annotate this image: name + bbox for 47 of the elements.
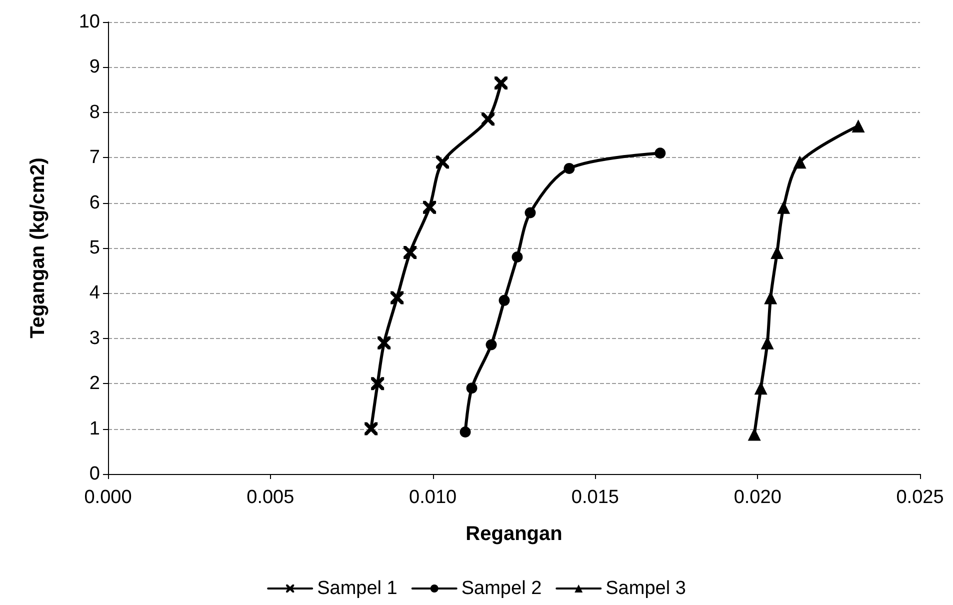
y-tick-label: 2 xyxy=(89,373,100,394)
point xyxy=(524,207,536,218)
legend-label: Sampel 2 xyxy=(461,578,542,599)
point xyxy=(654,148,666,159)
y-tick-label: 10 xyxy=(78,12,100,32)
point xyxy=(460,426,471,438)
point xyxy=(852,119,865,132)
point xyxy=(378,336,391,350)
x-tick-label: 0.015 xyxy=(571,487,619,508)
point xyxy=(748,428,761,441)
point xyxy=(482,112,495,126)
point xyxy=(512,252,523,263)
x-axis-title: Regangan xyxy=(466,523,562,545)
y-axis-title: Tegangan (kg/cm2) xyxy=(27,158,49,338)
y-tick-label: 5 xyxy=(89,238,100,258)
point xyxy=(770,246,784,260)
point xyxy=(564,162,575,174)
point xyxy=(764,291,778,304)
y-tick-label: 6 xyxy=(89,192,100,214)
x-tick-label: 0.000 xyxy=(84,487,132,508)
point xyxy=(760,336,774,350)
x-tick-label: 0.010 xyxy=(409,487,457,508)
legend-label: Sampel 1 xyxy=(317,578,398,599)
point xyxy=(436,156,450,169)
point xyxy=(423,200,436,214)
legend-label: Sampel 3 xyxy=(606,578,686,599)
y-tick-label: 3 xyxy=(89,328,100,349)
y-tick-label: 4 xyxy=(89,282,100,304)
point xyxy=(486,339,497,350)
point xyxy=(364,422,378,436)
y-tick-label: 0 xyxy=(89,464,100,484)
y-tick-label: 7 xyxy=(89,147,100,168)
point xyxy=(777,200,790,214)
point xyxy=(466,382,478,394)
x-tick-label: 0.020 xyxy=(734,487,782,508)
point xyxy=(498,294,510,306)
point xyxy=(494,76,508,90)
y-tick-label: 9 xyxy=(89,56,100,78)
y-tick-label: 1 xyxy=(89,418,100,440)
point xyxy=(793,156,806,169)
x-tick-label: 0.025 xyxy=(896,487,944,508)
point xyxy=(371,377,384,390)
point xyxy=(754,382,768,395)
y-tick-label: 8 xyxy=(89,102,100,123)
point xyxy=(390,291,404,304)
x-tick-label: 0.005 xyxy=(246,487,294,508)
point xyxy=(404,246,417,260)
